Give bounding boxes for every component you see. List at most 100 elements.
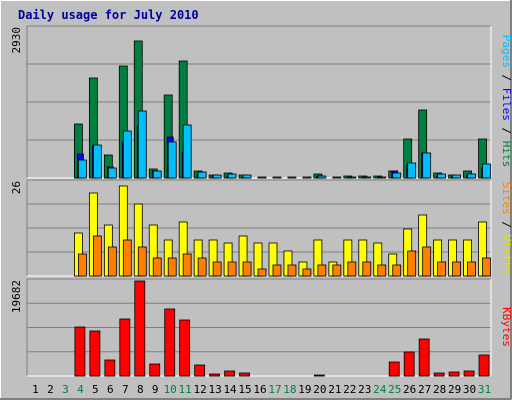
x-tick-label-day-9: 9 <box>152 383 159 396</box>
max-label-hits: 2930 <box>10 27 23 54</box>
bar-kbytes-kbytes-5 <box>89 330 101 377</box>
chart-title: Daily usage for July 2010 <box>18 8 199 22</box>
bar-hits-pages-20 <box>317 175 327 179</box>
x-tick-label-day-29: 29 <box>448 383 461 396</box>
bar-visits-sites-21 <box>332 264 342 277</box>
x-tick-label-day-16: 16 <box>253 383 266 396</box>
bar-hits-pages-30 <box>467 173 476 179</box>
bar-kbytes-kbytes-25 <box>388 361 400 377</box>
legend-entry-sites: Sites <box>500 182 512 215</box>
bar-visits-sites-29 <box>452 261 461 277</box>
max-label-visits: 26 <box>10 181 23 194</box>
x-tick-label-day-22: 22 <box>343 383 356 396</box>
x-tick-label-day-12: 12 <box>194 383 207 396</box>
x-tick-label-day-8: 8 <box>137 383 144 396</box>
legend-separator: / <box>500 215 512 235</box>
bar-visits-sites-28 <box>437 261 447 277</box>
bar-kbytes-kbytes-31 <box>478 354 490 377</box>
bar-hits-pages-24 <box>377 176 387 179</box>
bar-visits-sites-18 <box>287 264 297 277</box>
panel-visits: 26 Sites / Visits <box>10 179 512 277</box>
bar-visits-sites-27 <box>422 246 432 277</box>
bar-kbytes-kbytes-30 <box>463 370 475 377</box>
bar-hits-pages-9 <box>152 170 162 179</box>
x-tick-label-day-28: 28 <box>433 383 446 396</box>
bar-hits-pages-19 <box>302 176 312 179</box>
bar-hits-pages-17 <box>272 176 282 179</box>
bar-kbytes-kbytes-4 <box>74 326 86 377</box>
x-tick-label-day-27: 27 <box>418 383 431 396</box>
x-tick-label-day-10: 10 <box>164 383 177 396</box>
bar-hits-pages-27 <box>422 152 432 179</box>
bar-visits-sites-11 <box>182 253 192 277</box>
bar-visits-sites-31 <box>482 257 491 277</box>
x-tick-label-day-3: 3 <box>62 383 69 396</box>
bar-visits-sites-6 <box>107 246 117 277</box>
bar-hits-pages-12 <box>197 171 207 179</box>
bar-kbytes-kbytes-12 <box>194 364 206 377</box>
legend-entry-visits: Visits <box>500 235 512 275</box>
bar-hits-pages-21 <box>332 176 342 179</box>
bar-visits-sites-7 <box>122 239 132 277</box>
bar-hits-pages-25 <box>392 172 402 179</box>
bar-visits-sites-30 <box>467 261 476 277</box>
bar-hits-pages-23 <box>362 176 372 179</box>
x-tick-label-day-26: 26 <box>403 383 416 396</box>
bar-hits-pages-11 <box>182 124 192 179</box>
x-axis-labels: 1 2 3 4 5 6 7 8 9 10 11 12 13 14 15 16 17 18 19 20 21 22 23 24 2… <box>32 383 491 396</box>
bar-visits-sites-16 <box>257 268 267 277</box>
x-tick-label-day-31: 31 <box>478 383 491 396</box>
bar-hits-pages-7 <box>122 130 132 179</box>
bar-hits-pages-8 <box>137 110 147 179</box>
legend-entry-pages: Pages <box>500 35 512 68</box>
x-tick-label-day-14: 14 <box>223 383 237 396</box>
bar-visits-sites-24 <box>377 264 387 277</box>
bar-kbytes-kbytes-11 <box>179 319 191 377</box>
x-tick-label-day-17: 17 <box>268 383 281 396</box>
bar-visits-sites-19 <box>302 268 312 277</box>
bar-visits-sites-17 <box>272 264 282 277</box>
bar-hits-pages-4 <box>78 159 87 179</box>
bar-visits-sites-9 <box>152 257 162 277</box>
bar-visits-sites-15 <box>242 261 252 277</box>
bar-hits-pages-28 <box>437 173 447 179</box>
legend-separator: / <box>500 68 512 88</box>
x-tick-label-day-23: 23 <box>358 383 371 396</box>
panel-kbytes: 19682 KBytes <box>10 278 512 377</box>
x-tick-label-day-11: 11 <box>179 383 192 396</box>
bar-visits-sites-10 <box>167 257 177 277</box>
x-tick-label-day-5: 5 <box>92 383 99 396</box>
legend-separator: / <box>500 121 512 141</box>
bar-kbytes-kbytes-27 <box>418 338 430 377</box>
legend-entry-files: Files <box>500 88 512 121</box>
x-tick-label-day-15: 15 <box>238 383 251 396</box>
legend-hits: Pages / Files / Hits <box>500 35 512 168</box>
legend-entry-kbytes: KBytes <box>500 307 512 347</box>
x-tick-label-day-24: 24 <box>373 383 387 396</box>
bar-hits-pages-18 <box>287 176 297 179</box>
bar-kbytes-kbytes-29 <box>448 371 460 377</box>
x-tick-label-day-20: 20 <box>313 383 326 396</box>
bar-kbytes-kbytes-6 <box>104 359 116 377</box>
bar-hits-pages-6 <box>107 167 117 179</box>
x-tick-label-day-1: 1 <box>32 383 39 396</box>
bar-kbytes-kbytes-20 <box>313 374 325 377</box>
bar-visits-sites-14 <box>227 261 237 277</box>
bar-visits-sites-20 <box>317 264 327 277</box>
bar-kbytes-kbytes-15 <box>239 372 250 377</box>
x-tick-label-day-2: 2 <box>47 383 54 396</box>
bar-kbytes-kbytes-8 <box>134 280 146 377</box>
bar-visits-sites-12 <box>197 257 207 277</box>
bar-kbytes-kbytes-13 <box>209 373 221 377</box>
bar-visits-sites-5 <box>92 235 102 277</box>
max-label-kbytes: 19682 <box>10 280 23 313</box>
legend-entry-hits: Hits <box>500 141 512 168</box>
bar-hits-pages-14 <box>227 173 237 179</box>
x-tick-label-day-18: 18 <box>283 383 296 396</box>
bar-hits-pages-5 <box>92 144 102 179</box>
bar-hits-pages-26 <box>407 162 417 179</box>
bar-kbytes-kbytes-28 <box>433 372 445 377</box>
bar-hits-pages-15 <box>242 174 252 179</box>
